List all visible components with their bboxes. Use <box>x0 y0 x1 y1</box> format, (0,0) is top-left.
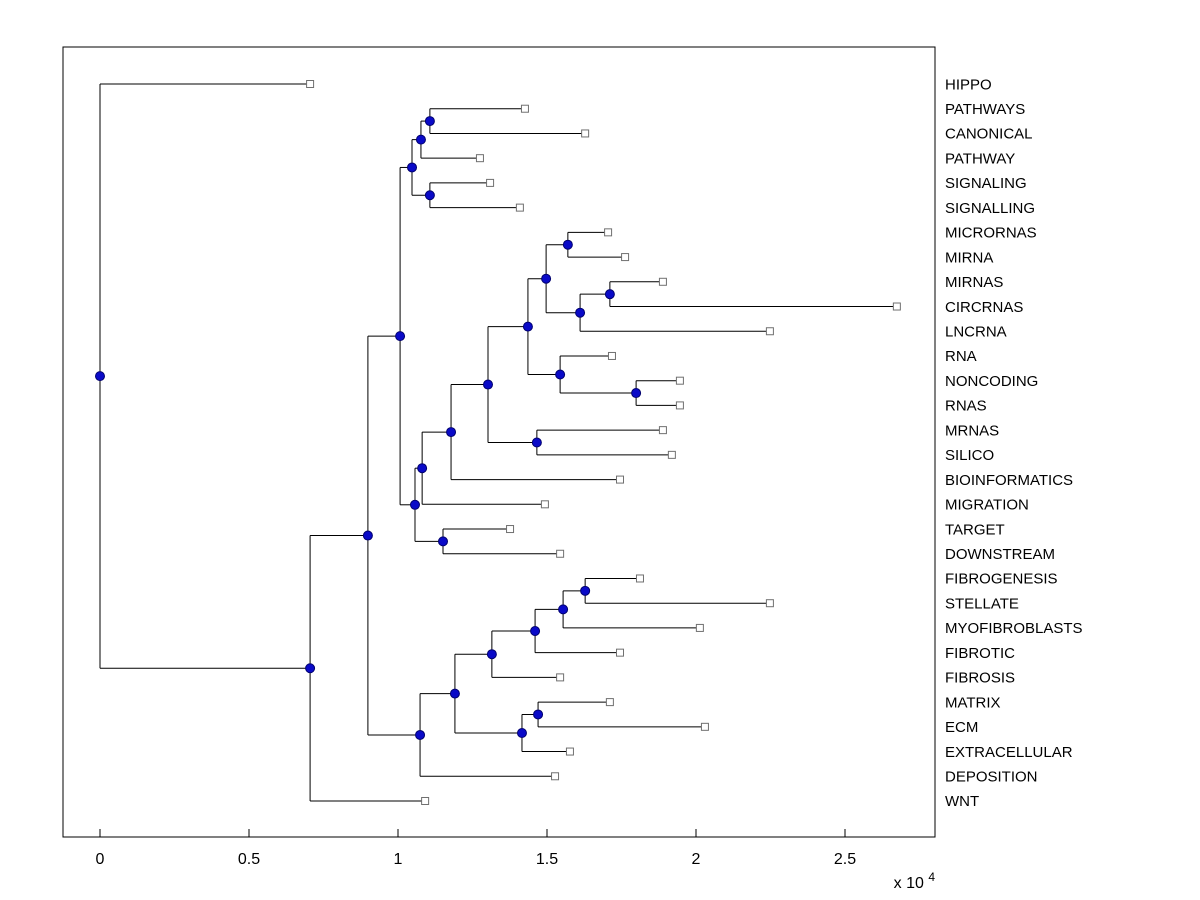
leaf-label: MICRORNAS <box>945 225 1037 242</box>
leaf-label: MIGRATION <box>945 497 1029 514</box>
leaf-label: DEPOSITION <box>945 769 1038 786</box>
leaf-node-marker <box>556 549 565 558</box>
leaf-node-marker <box>556 673 565 682</box>
internal-node-marker <box>530 626 541 637</box>
internal-node-marker <box>631 388 642 399</box>
leaf-label: MIRNAS <box>945 274 1003 291</box>
leaf-label: ECM <box>945 719 978 736</box>
internal-node-marker <box>533 709 544 720</box>
leaf-node-marker <box>658 277 667 286</box>
leaf-node-marker <box>765 327 774 336</box>
internal-node-marker <box>562 239 573 250</box>
leaf-node-marker <box>675 376 684 385</box>
internal-node-marker <box>482 379 493 390</box>
leaf-node-marker <box>658 426 667 435</box>
leaf-label: FIBROTIC <box>945 645 1015 662</box>
internal-node-marker <box>407 162 418 173</box>
internal-node-marker <box>486 649 497 660</box>
leaf-label: RNAS <box>945 398 987 415</box>
internal-node-marker <box>415 729 426 740</box>
internal-node-marker <box>417 463 428 474</box>
leaf-label: EXTRACELLULAR <box>945 744 1073 761</box>
internal-node-marker <box>424 116 435 127</box>
leaf-label: FIBROGENESIS <box>945 571 1058 588</box>
leaf-label: TARGET <box>945 521 1005 538</box>
internal-node-marker <box>449 688 460 699</box>
leaf-node-marker <box>605 698 614 707</box>
internal-node-marker <box>95 371 105 382</box>
axis-scale-label: x 10 4 <box>894 870 936 892</box>
leaf-label: FIBROSIS <box>945 670 1015 687</box>
leaf-node-marker <box>520 104 529 113</box>
leaf-node-marker <box>667 450 676 459</box>
leaf-node-marker <box>892 302 901 311</box>
leaf-label: SILICO <box>945 447 994 464</box>
internal-node-marker <box>531 437 542 448</box>
internal-node-marker <box>415 134 426 145</box>
leaf-node-marker <box>604 228 613 237</box>
internal-node-marker <box>409 499 420 510</box>
internal-node-marker <box>516 728 527 739</box>
internal-node-marker <box>580 585 591 596</box>
leaf-label: MIRNA <box>945 249 993 266</box>
leaf-label: MATRIX <box>945 694 1001 711</box>
leaf-label: NONCODING <box>945 373 1038 390</box>
leaf-label: SIGNALING <box>945 175 1027 192</box>
leaf-node-marker <box>616 648 625 657</box>
leaf-node-marker <box>621 253 630 262</box>
internal-node-marker <box>395 331 406 342</box>
leaf-label: RNA <box>945 348 977 365</box>
internal-node-marker <box>575 307 586 318</box>
leaf-node-marker <box>675 401 684 410</box>
leaf-label: STELLATE <box>945 595 1019 612</box>
internal-node-marker <box>604 289 615 300</box>
internal-node-marker <box>541 273 552 284</box>
leaf-label: PATHWAYS <box>945 101 1025 118</box>
leaf-label: SIGNALLING <box>945 200 1035 217</box>
x-tick-label: 0.5 <box>238 851 260 868</box>
leaf-node-marker <box>765 599 774 608</box>
leaf-label: LNCRNA <box>945 323 1007 340</box>
internal-node-marker <box>446 427 457 438</box>
leaf-node-marker <box>551 772 560 781</box>
leaf-node-marker <box>607 351 616 360</box>
leaf-node-marker <box>616 475 625 484</box>
x-tick-label: 0 <box>96 851 105 868</box>
internal-node-marker <box>558 604 569 615</box>
leaf-node-marker <box>506 525 515 534</box>
x-tick-label: 2.5 <box>834 851 856 868</box>
internal-node-marker <box>555 369 566 380</box>
leaf-label: CIRCRNAS <box>945 299 1023 316</box>
internal-node-marker <box>522 321 533 332</box>
leaf-label: MRNAS <box>945 422 999 439</box>
leaf-label: MYOFIBROBLASTS <box>945 620 1083 637</box>
leaf-label: DOWNSTREAM <box>945 546 1055 563</box>
internal-node-marker <box>362 530 373 541</box>
leaf-node-marker <box>515 203 524 212</box>
internal-node-marker <box>437 536 448 547</box>
leaf-node-marker <box>421 796 430 805</box>
leaf-node-marker <box>635 574 644 583</box>
x-tick-label: 1 <box>394 851 403 868</box>
leaf-node-marker <box>486 178 495 187</box>
internal-node-marker <box>305 663 316 674</box>
leaf-node-marker <box>475 154 484 163</box>
leaf-label: WNT <box>945 793 979 810</box>
leaf-label: BIOINFORMATICS <box>945 472 1073 489</box>
leaf-node-marker <box>565 747 574 756</box>
leaf-node-marker <box>306 80 315 88</box>
internal-node-marker <box>424 190 435 201</box>
leaf-node-marker <box>700 722 709 731</box>
leaf-label: CANONICAL <box>945 126 1033 143</box>
x-tick-label: 1.5 <box>536 851 558 868</box>
leaf-node-marker <box>695 623 704 632</box>
leaf-label: HIPPO <box>945 76 992 93</box>
leaf-node-marker <box>540 500 549 509</box>
x-tick-label: 2 <box>692 851 701 868</box>
leaf-node-marker <box>581 129 590 138</box>
leaf-label: PATHWAY <box>945 150 1015 167</box>
